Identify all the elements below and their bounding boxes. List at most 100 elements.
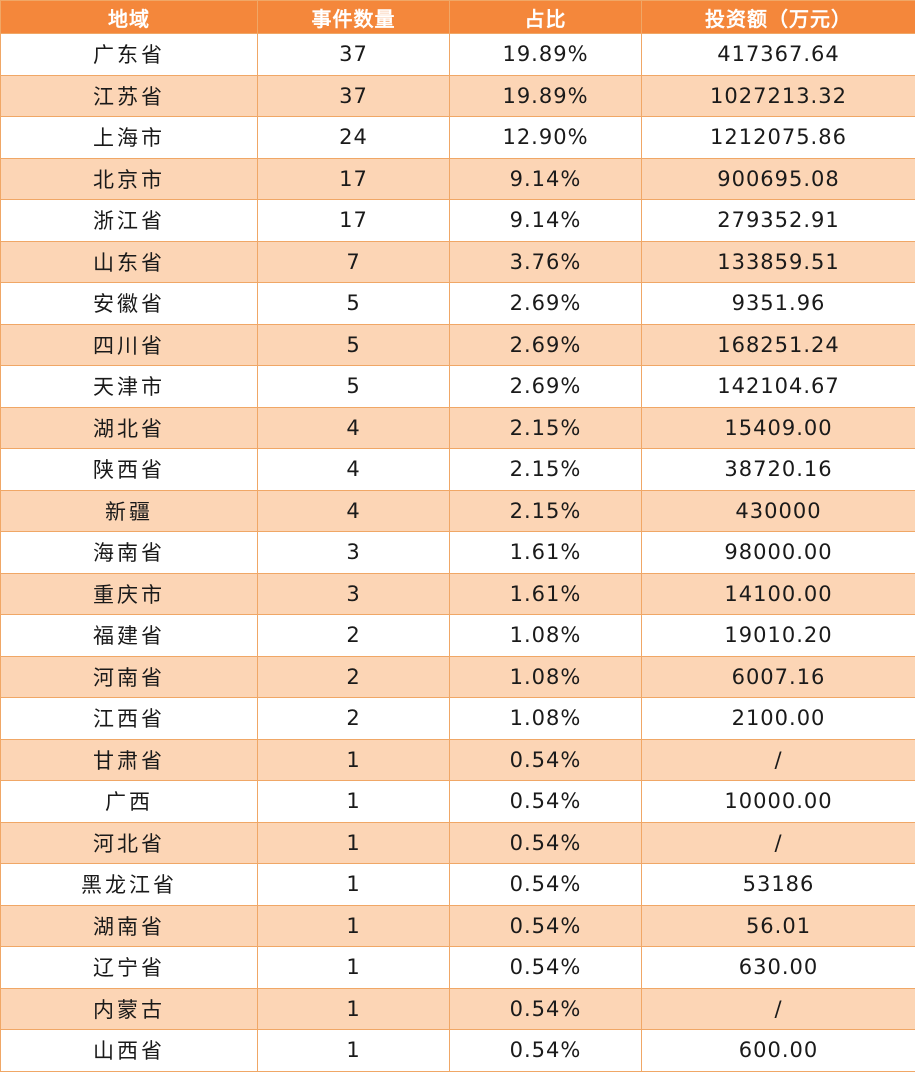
cell-event-count: 1	[258, 739, 450, 781]
cell-region: 山东省	[1, 241, 258, 283]
cell-region: 重庆市	[1, 573, 258, 615]
cell-investment: 1027213.32	[642, 75, 915, 117]
cell-region: 甘肃省	[1, 739, 258, 781]
cell-investment: 2100.00	[642, 698, 915, 740]
cell-event-count: 7	[258, 241, 450, 283]
cell-investment: 133859.51	[642, 241, 915, 283]
cell-region: 浙江省	[1, 200, 258, 242]
cell-event-count: 5	[258, 324, 450, 366]
cell-region: 广西	[1, 781, 258, 823]
cell-investment: 430000	[642, 490, 915, 532]
cell-share: 19.89%	[450, 34, 642, 76]
cell-region: 四川省	[1, 324, 258, 366]
cell-region: 广东省	[1, 34, 258, 76]
cell-region: 山西省	[1, 1030, 258, 1072]
cell-investment: 630.00	[642, 947, 915, 989]
cell-region: 安徽省	[1, 283, 258, 325]
cell-region: 新疆	[1, 490, 258, 532]
cell-investment: 15409.00	[642, 407, 915, 449]
cell-investment: 98000.00	[642, 532, 915, 574]
cell-region: 湖南省	[1, 905, 258, 947]
cell-share: 0.54%	[450, 905, 642, 947]
cell-investment: 38720.16	[642, 449, 915, 491]
cell-share: 0.54%	[450, 947, 642, 989]
cell-region: 河南省	[1, 656, 258, 698]
cell-event-count: 1	[258, 988, 450, 1030]
cell-event-count: 1	[258, 781, 450, 823]
cell-event-count: 1	[258, 947, 450, 989]
cell-share: 9.14%	[450, 158, 642, 200]
header-investment: 投资额（万元）	[642, 1, 915, 34]
cell-share: 0.54%	[450, 864, 642, 906]
cell-investment: 279352.91	[642, 200, 915, 242]
cell-event-count: 5	[258, 366, 450, 408]
cell-investment: 900695.08	[642, 158, 915, 200]
cell-event-count: 24	[258, 117, 450, 159]
cell-region: 黑龙江省	[1, 864, 258, 906]
cell-event-count: 1	[258, 905, 450, 947]
cell-event-count: 37	[258, 75, 450, 117]
cell-share: 1.61%	[450, 573, 642, 615]
cell-investment: 417367.64	[642, 34, 915, 76]
cell-region: 北京市	[1, 158, 258, 200]
cell-event-count: 2	[258, 615, 450, 657]
cell-event-count: 4	[258, 407, 450, 449]
cell-investment: 19010.20	[642, 615, 915, 657]
cell-event-count: 1	[258, 1030, 450, 1072]
cell-investment: 10000.00	[642, 781, 915, 823]
cell-event-count: 17	[258, 200, 450, 242]
header-share: 占比	[450, 1, 642, 34]
header-row: 地域 事件数量 占比 投资额（万元）	[1, 1, 915, 34]
cell-region: 天津市	[1, 366, 258, 408]
cell-region: 陕西省	[1, 449, 258, 491]
cell-investment: 1212075.86	[642, 117, 915, 159]
cell-event-count: 4	[258, 490, 450, 532]
cell-region: 福建省	[1, 615, 258, 657]
cell-investment: 142104.67	[642, 366, 915, 408]
cell-share: 0.54%	[450, 739, 642, 781]
cell-share: 2.69%	[450, 283, 642, 325]
header-event-count: 事件数量	[258, 1, 450, 34]
cell-investment: 168251.24	[642, 324, 915, 366]
cell-share: 2.15%	[450, 449, 642, 491]
cell-event-count: 1	[258, 864, 450, 906]
cell-event-count: 4	[258, 449, 450, 491]
cell-share: 9.14%	[450, 200, 642, 242]
cell-region: 辽宁省	[1, 947, 258, 989]
cell-share: 0.54%	[450, 988, 642, 1030]
cell-share: 1.08%	[450, 698, 642, 740]
cell-investment: /	[642, 739, 915, 781]
cell-share: 2.15%	[450, 407, 642, 449]
cell-share: 1.61%	[450, 532, 642, 574]
cell-event-count: 2	[258, 656, 450, 698]
cell-share: 2.69%	[450, 324, 642, 366]
cell-region: 江苏省	[1, 75, 258, 117]
cell-event-count: 17	[258, 158, 450, 200]
cell-event-count: 37	[258, 34, 450, 76]
cell-investment: /	[642, 822, 915, 864]
cell-share: 1.08%	[450, 656, 642, 698]
cell-share: 1.08%	[450, 615, 642, 657]
cell-share: 0.54%	[450, 822, 642, 864]
cell-share: 3.76%	[450, 241, 642, 283]
